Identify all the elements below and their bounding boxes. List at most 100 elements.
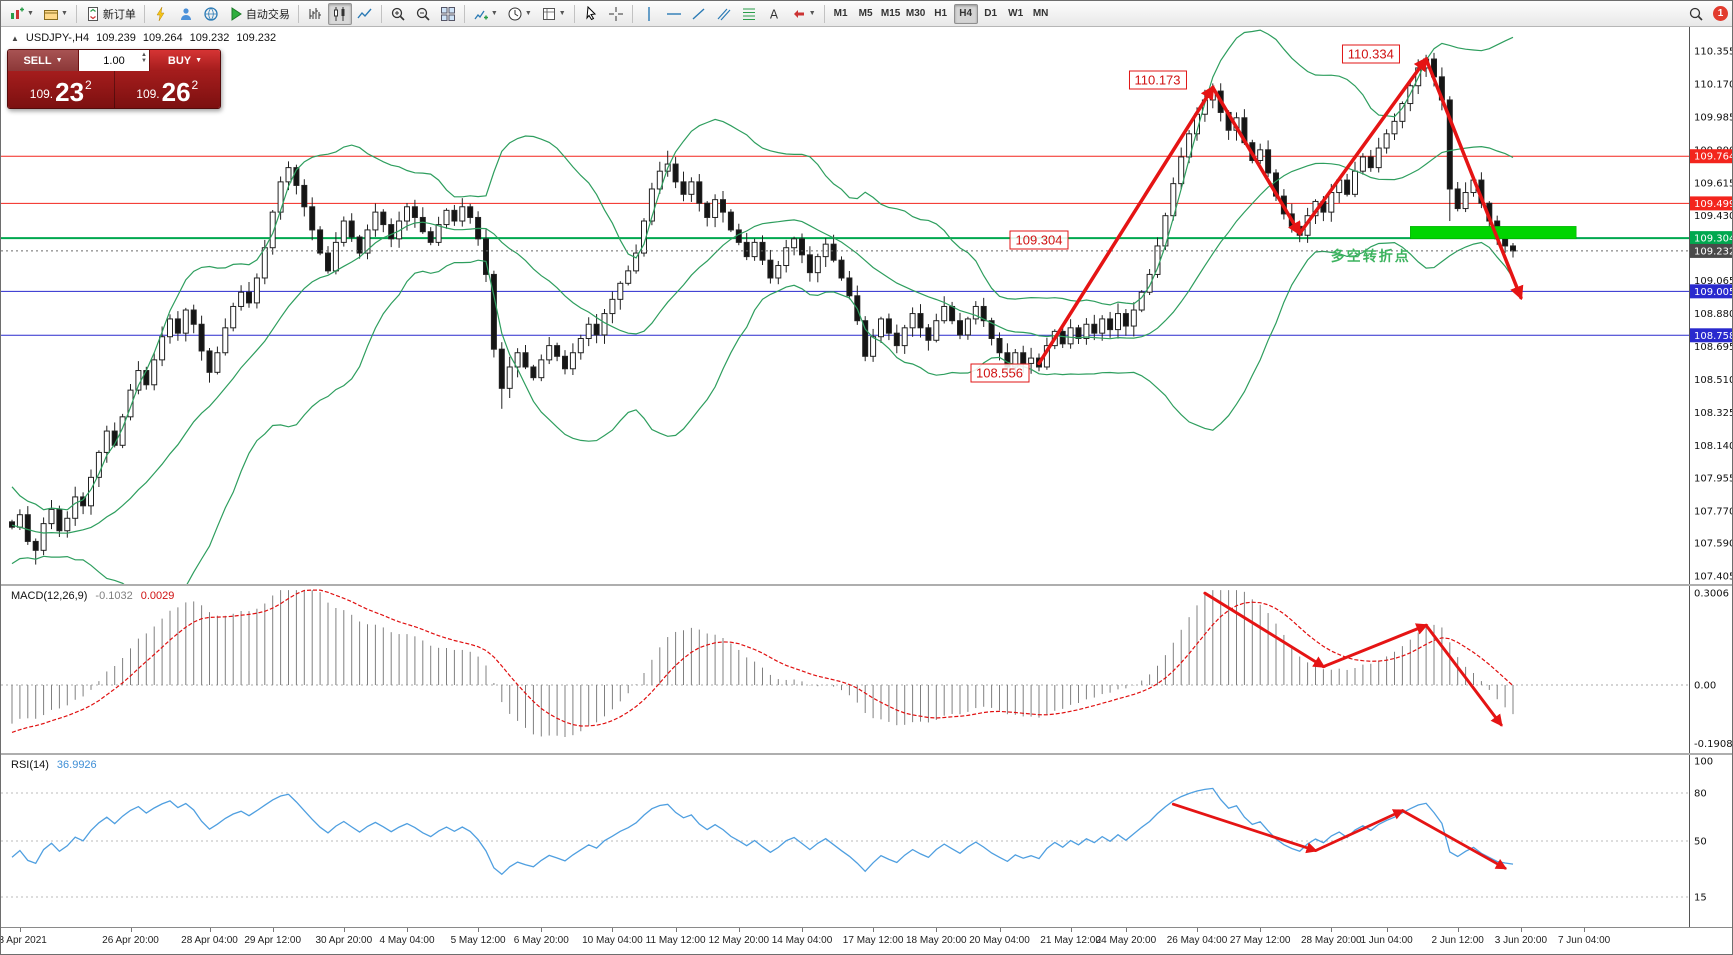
pane-separator[interactable]: [1, 584, 1732, 586]
trendline-icon: [691, 6, 707, 22]
bar-chart-button[interactable]: [303, 3, 327, 25]
person-icon: [178, 6, 194, 22]
sell-price-big: 23: [55, 77, 85, 107]
indicators-button[interactable]: ▼: [469, 3, 502, 25]
hline-icon: [666, 6, 682, 22]
auto-trading-button[interactable]: 自动交易: [224, 3, 294, 25]
symbol-info: ▲ USDJPY-,H4 109.239 109.264 109.232 109…: [11, 32, 276, 44]
time-axis-label: 1 Jun 04:00: [1360, 935, 1413, 946]
toolbar-separator: [380, 4, 382, 23]
symbol-name: USDJPY-,H4: [25, 32, 90, 44]
community-button[interactable]: [174, 3, 198, 25]
horizontal-line-button[interactable]: [662, 3, 686, 25]
oct-collapse-icon[interactable]: ▲: [11, 33, 19, 43]
macd-title: MACD(12,26,9): [11, 590, 88, 602]
zoom-out-button[interactable]: [411, 3, 435, 25]
macd-pane[interactable]: 0.3006 0.00 -0.1908: [1, 586, 1733, 753]
periods-button[interactable]: ▼: [503, 3, 536, 25]
timeframe-m15[interactable]: M15: [880, 8, 901, 19]
chevron-down-icon: ▼: [490, 10, 498, 17]
buy-price-big: 26: [161, 77, 191, 107]
timeframe-m1[interactable]: M1: [833, 8, 848, 19]
timeframe-m30[interactable]: M30: [905, 8, 926, 19]
price-label-box[interactable]: 108.556: [970, 363, 1029, 383]
timeframe-mn[interactable]: MN: [1032, 8, 1049, 19]
price-axis[interactable]: 110.355110.170109.985109.800109.615109.4…: [1689, 27, 1733, 584]
pane-separator[interactable]: [1, 753, 1732, 755]
chart-text-note[interactable]: 多空转折点: [1330, 247, 1411, 264]
macd-header: MACD(12,26,9) -0.1032 0.0029: [11, 590, 174, 602]
templates-button[interactable]: ▼: [537, 3, 570, 25]
svg-text:107.405: 107.405: [1694, 572, 1733, 583]
price-label-box[interactable]: 110.334: [1341, 44, 1400, 64]
play-icon: [228, 6, 244, 22]
market-button[interactable]: [199, 3, 223, 25]
vertical-line-button[interactable]: [637, 3, 661, 25]
time-axis-label: 10 May 04:00: [582, 935, 643, 946]
tile-windows-button[interactable]: [436, 3, 460, 25]
channel-button[interactable]: [712, 3, 736, 25]
time-axis-label: 26 May 04:00: [1166, 935, 1228, 946]
volume-stepper[interactable]: ▲ ▼: [141, 52, 147, 64]
sell-button[interactable]: SELL ▼: [8, 50, 78, 71]
crosshair-button[interactable]: [604, 3, 628, 25]
price-label-box[interactable]: 109.304: [1009, 230, 1069, 250]
volume-input[interactable]: 1.00 ▲ ▼: [78, 50, 150, 71]
price-label-box[interactable]: 110.173: [1128, 70, 1187, 90]
buy-button[interactable]: BUY ▼: [150, 50, 220, 71]
toolbar-separator: [823, 4, 825, 23]
cursor-icon: [583, 5, 599, 22]
zoom-in-button[interactable]: [386, 3, 410, 25]
line-chart-button[interactable]: [353, 3, 377, 25]
macd-axis[interactable]: 0.3006 0.00 -0.1908: [1689, 586, 1733, 753]
timeframe-h4[interactable]: H4: [953, 3, 978, 24]
text-label-button[interactable]: A: [762, 3, 786, 25]
chart-bars-icon: [307, 6, 323, 22]
buy-price-prefix: 109.: [136, 87, 160, 101]
trendline-button[interactable]: [687, 3, 711, 25]
svg-text:109.430: 109.430: [1694, 211, 1733, 222]
timeframe-h1[interactable]: H1: [934, 8, 948, 19]
profiles-icon: [43, 6, 59, 22]
time-axis-label: 5 May 12:00: [450, 935, 506, 946]
new-chart-button[interactable]: ▼: [5, 3, 38, 25]
sell-price-pip: 2: [85, 78, 92, 92]
macd-main-value: -0.1032: [95, 590, 133, 602]
svg-text:50: 50: [1694, 837, 1707, 848]
macd-histogram: [11, 590, 1514, 737]
notification-badge[interactable]: 1: [1713, 6, 1728, 21]
time-axis[interactable]: 23 Apr 2021 26 Apr 20:00 28 Apr 04:00 29 Ap…: [1, 927, 1732, 954]
search-button[interactable]: [1684, 3, 1708, 25]
time-axis-label: 17 May 12:00: [842, 935, 904, 946]
profiles-button[interactable]: ▼: [39, 3, 72, 25]
svg-text:0.3006: 0.3006: [1694, 589, 1729, 600]
arrows-button[interactable]: ▼: [787, 3, 820, 25]
buy-price[interactable]: 109. 26 2: [115, 71, 221, 108]
timeframe-m5[interactable]: M5: [858, 8, 873, 19]
candle-chart-button[interactable]: [327, 2, 352, 25]
sell-label: SELL: [23, 54, 52, 67]
price-chart-pane[interactable]: 110.355110.170109.985109.800109.615109.4…: [1, 27, 1733, 584]
cursor-button[interactable]: [579, 3, 603, 25]
timeframe-w1[interactable]: W1: [1008, 8, 1024, 19]
sell-price-prefix: 109.: [29, 87, 54, 101]
new-order-button[interactable]: 新订单: [81, 3, 140, 25]
vline-icon: [641, 6, 657, 22]
buy-price-pip: 2: [191, 78, 199, 92]
rsi-pane[interactable]: 100 80 50 15: [1, 755, 1733, 927]
timeframe-d1[interactable]: D1: [984, 8, 998, 19]
time-axis-label: 27 May 12:00: [1229, 935, 1291, 946]
svg-text:0.00: 0.00: [1694, 680, 1716, 691]
quick-trade-button[interactable]: [149, 3, 173, 25]
svg-text:100: 100: [1694, 757, 1713, 768]
svg-text:107.955: 107.955: [1694, 474, 1733, 485]
bar-high: 109.264: [142, 32, 183, 44]
sell-price[interactable]: 109. 23 2: [8, 71, 115, 108]
rsi-axis[interactable]: 100 80 50 15: [1689, 755, 1714, 927]
trend-arrows[interactable]: [1037, 56, 1524, 366]
time-axis-label: 6 May 20:00: [513, 935, 569, 946]
svg-text:109.065: 109.065: [1694, 276, 1733, 287]
fibonacci-button[interactable]: [737, 3, 761, 25]
time-axis-label: 11 May 12:00: [645, 935, 706, 946]
